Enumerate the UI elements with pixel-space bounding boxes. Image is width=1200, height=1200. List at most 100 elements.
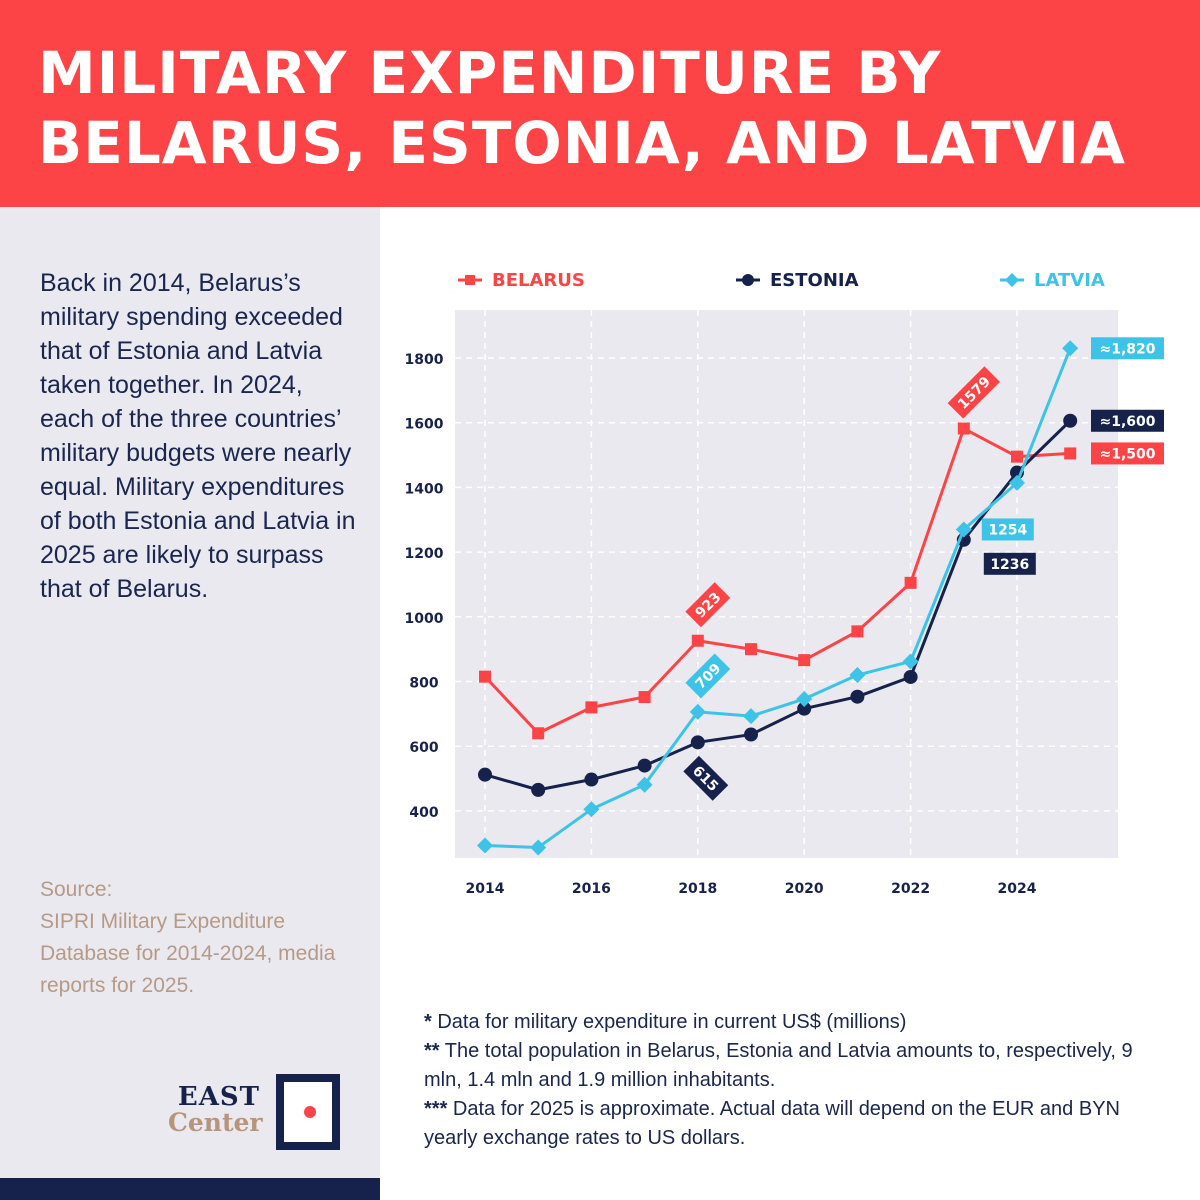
- data-point-latvia: [477, 837, 493, 854]
- legend-item-latvia: LATVIA: [1000, 268, 1105, 292]
- data-point-belarus: [957, 422, 970, 435]
- data-label-box: [947, 366, 1000, 419]
- y-tick-label: 600: [409, 740, 438, 756]
- data-point-latvia: [530, 839, 547, 856]
- data-label-text: 1236: [990, 557, 1029, 573]
- series-line-belarus: [483, 427, 1071, 735]
- legend-item-belarus: BELARUS: [458, 268, 585, 292]
- x-tick-label: 2022: [891, 881, 930, 897]
- x-tick-label: 2018: [678, 881, 717, 897]
- footnote-3: *** Data for 2025 is approximate. Actual…: [424, 1098, 1120, 1149]
- data-point-latvia: [796, 690, 813, 707]
- data-label: 1254: [981, 518, 1034, 541]
- footnote-2: ** The total population in Belarus, Esto…: [424, 1040, 1133, 1091]
- x-tick-label: 2016: [572, 881, 611, 897]
- data-point-belarus: [532, 727, 545, 740]
- logo-east-text: EAST: [177, 1082, 260, 1112]
- data-point-belarus: [745, 643, 757, 656]
- footnote-1: * Data for military expenditure in curre…: [424, 1011, 907, 1033]
- data-label: 1236: [983, 552, 1036, 575]
- page-title: MILITARY EXPENDITURE BY BELARUS, ESTONIA…: [38, 39, 1127, 177]
- y-tick-label: 1400: [405, 481, 444, 497]
- x-tick-label: 2024: [998, 881, 1037, 897]
- source-label: Source:: [40, 878, 113, 901]
- legend-diamond-icon: [1000, 273, 1024, 287]
- logo-dot-icon: [304, 1106, 316, 1118]
- data-point-latvia: [955, 521, 972, 538]
- data-label-box: [685, 653, 731, 699]
- x-tick-label: 2014: [466, 881, 505, 897]
- data-point-latvia: [583, 801, 600, 818]
- data-label: ≈1,820: [1091, 337, 1164, 360]
- series-line-latvia: [484, 347, 1072, 849]
- data-label-text: ≈1,820: [1099, 341, 1155, 357]
- data-point-estonia: [1063, 413, 1078, 428]
- data-label: 1579: [947, 366, 1000, 419]
- east-center-logo: EAST Center: [168, 1074, 340, 1150]
- data-point-belarus: [479, 670, 491, 683]
- data-point-estonia: [478, 767, 492, 782]
- data-point-belarus: [851, 625, 864, 638]
- line-chart: 400 600 800 1000 1200 1400 1600 1800 2014 2016 201…: [405, 310, 1164, 897]
- logo-frame-icon: [276, 1074, 340, 1150]
- data-point-belarus: [1064, 447, 1077, 460]
- data-point-latvia: [849, 667, 866, 684]
- data-point-estonia: [531, 782, 546, 797]
- data-point-latvia: [902, 653, 919, 670]
- data-label-box: [981, 518, 1034, 541]
- data-label: ≈1,600: [1091, 409, 1164, 432]
- data-label: 923: [685, 582, 731, 628]
- data-point-latvia: [1009, 474, 1025, 491]
- data-point-estonia: [637, 758, 652, 773]
- data-point-belarus: [638, 691, 651, 704]
- source-block: Source: SIPRI Military Expenditure Datab…: [40, 874, 360, 1002]
- y-tick-label: 1200: [405, 546, 444, 562]
- data-label: ≈1,500: [1091, 442, 1164, 465]
- data-point-estonia: [850, 689, 865, 704]
- y-tick-label: 1000: [405, 611, 444, 627]
- legend-square-icon: [458, 275, 482, 285]
- x-tick-label: 2020: [785, 881, 824, 897]
- legend-item-estonia: ESTONIA: [736, 268, 859, 292]
- data-label-box: [983, 552, 1036, 575]
- data-label-box: [683, 755, 729, 801]
- grid: [455, 310, 1118, 858]
- data-point-belarus: [798, 654, 811, 667]
- data-label-text: ≈1,500: [1099, 446, 1155, 462]
- sidebar-bottom-bar: [0, 1178, 380, 1200]
- legend-label-belarus: BELARUS: [492, 269, 585, 291]
- data-point-belarus: [904, 576, 917, 589]
- series-line-estonia: [484, 419, 1072, 792]
- data-label-box: [1091, 337, 1164, 360]
- data-label-box: [685, 582, 731, 628]
- data-point-latvia: [743, 708, 759, 725]
- y-tick-label: 800: [409, 676, 438, 692]
- logo-center-text: Center: [168, 1108, 263, 1137]
- data-point-estonia: [584, 772, 599, 787]
- data-label-text: ≈1,600: [1099, 414, 1155, 430]
- y-tick-label: 1600: [405, 417, 444, 433]
- data-point-belarus: [1011, 450, 1023, 463]
- data-point-belarus: [691, 634, 704, 647]
- data-point-latvia: [1062, 340, 1079, 357]
- intro-text: Back in 2014, Belarus’s military spendin…: [40, 269, 356, 603]
- data-point-latvia: [689, 703, 706, 720]
- data-point-estonia: [690, 735, 705, 750]
- legend-label-latvia: LATVIA: [1034, 269, 1105, 291]
- legend-circle-icon: [736, 274, 760, 286]
- data-label-text: 1254: [988, 522, 1027, 538]
- sidebar-panel: [0, 207, 380, 1200]
- plot-background: [455, 310, 1118, 858]
- legend-label-estonia: ESTONIA: [770, 269, 859, 291]
- data-point-belarus: [585, 701, 598, 714]
- data-label-box: [1091, 442, 1164, 465]
- y-tick-label: 400: [409, 805, 438, 821]
- header-banner: MILITARY EXPENDITURE BY BELARUS, ESTONIA…: [0, 0, 1200, 207]
- data-point-estonia: [903, 669, 918, 684]
- data-label-box: [1091, 409, 1164, 432]
- y-tick-label: 1800: [405, 352, 444, 368]
- data-point-estonia: [744, 727, 758, 742]
- footnotes: * Data for military expenditure in curre…: [424, 1008, 1174, 1153]
- source-text: SIPRI Military Expenditure Database for …: [40, 910, 336, 997]
- data-point-estonia: [797, 701, 812, 716]
